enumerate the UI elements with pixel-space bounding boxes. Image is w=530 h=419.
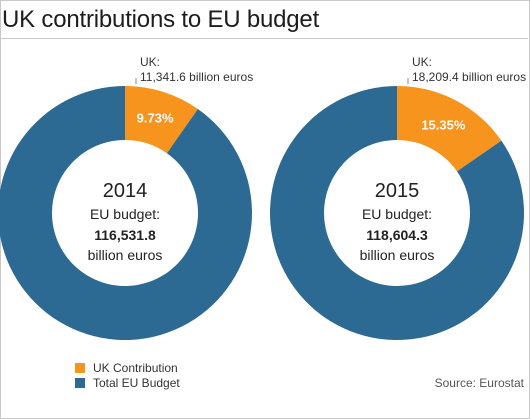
callout-uk-label: UK: <box>140 55 160 69</box>
center-label: EU budget: <box>362 206 432 222</box>
legend-label-uk: UK Contribution <box>93 360 178 375</box>
uk-percent-label: 9.73% <box>137 111 174 126</box>
legend-label-total: Total EU Budget <box>93 375 180 390</box>
center-value: 118,604.3 <box>366 227 428 243</box>
center-year: 2015 <box>375 180 420 202</box>
legend-swatch-uk <box>75 362 85 373</box>
callout-uk-amount: 18,209.4 billion euros <box>412 70 526 84</box>
uk-contribution-slice <box>397 86 502 172</box>
center-unit: billion euros <box>88 247 163 263</box>
legend-swatch-total <box>75 377 85 388</box>
legend-item-uk-contribution: UK Contribution <box>75 360 180 375</box>
total-eu-budget-slice <box>269 86 525 340</box>
legend-item-total-eu-budget: Total EU Budget <box>75 375 180 390</box>
uk-contribution-slice <box>125 86 198 154</box>
title-divider <box>0 38 528 39</box>
center-unit: billion euros <box>360 247 435 263</box>
source-note: Source: Eurostat <box>434 376 524 390</box>
chart-title: UK contributions to EU budget <box>2 6 320 33</box>
legend: UK Contribution Total EU Budget <box>75 360 180 390</box>
callout-uk-amount: 11,341.6 billion euros <box>140 70 253 84</box>
uk-percent-label: 15.35% <box>421 117 466 132</box>
center-value: 116,531.8 <box>94 227 156 243</box>
donut-chart-2015: 15.35% UK:18,209.4 billion euros 2015 EU bu… <box>269 55 526 340</box>
center-year: 2014 <box>103 180 148 202</box>
total-eu-budget-slice <box>0 86 253 340</box>
callout-uk-label: UK: <box>412 55 432 69</box>
center-label: EU budget: <box>90 206 160 222</box>
donut-chart-2014: 9.73% UK:11,341.6 billion euros 2014 EU bud… <box>0 55 253 340</box>
